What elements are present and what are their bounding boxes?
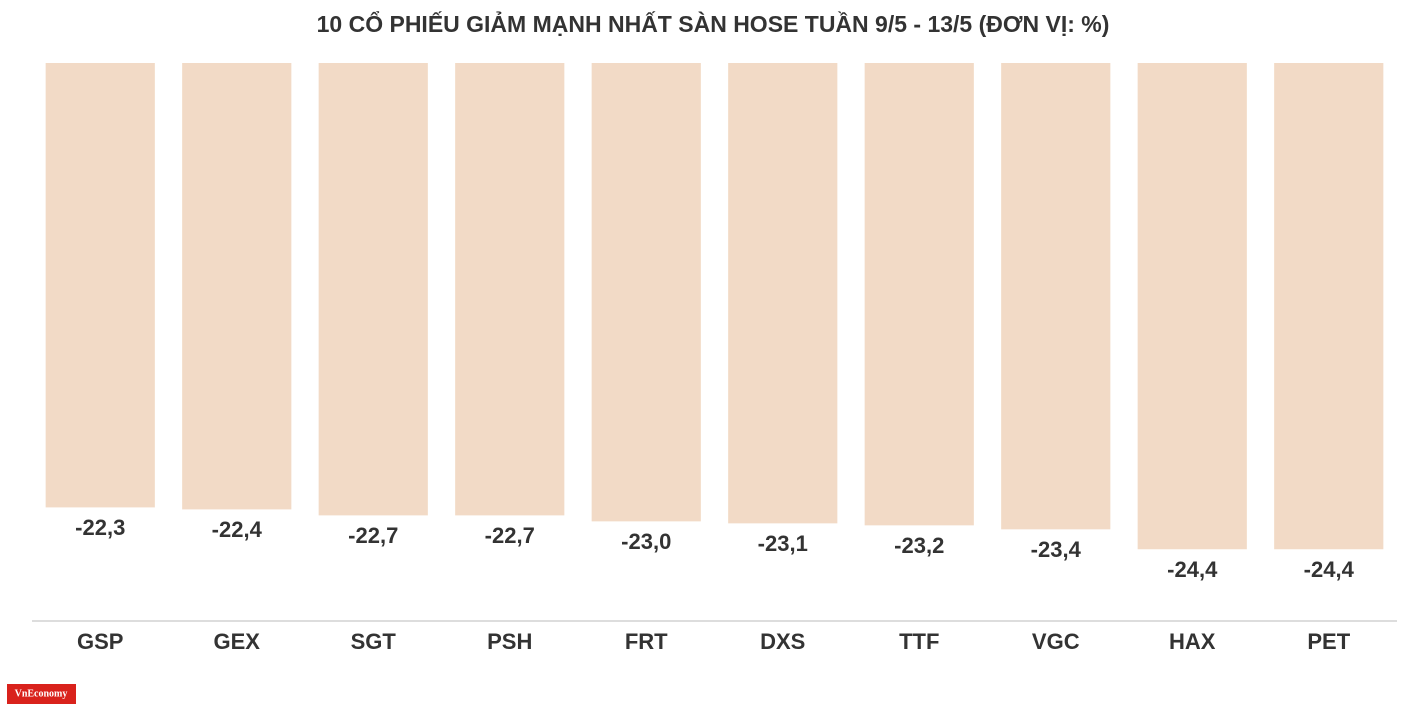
x-tick-label: FRT <box>625 629 668 654</box>
value-label: -22,7 <box>348 523 398 548</box>
bar <box>318 63 428 516</box>
value-label: -23,2 <box>894 533 944 558</box>
value-label: -22,3 <box>75 515 125 540</box>
value-label: -22,4 <box>212 517 263 542</box>
bar <box>591 63 701 522</box>
bar <box>1274 63 1384 550</box>
x-tick-label: PET <box>1307 629 1350 654</box>
x-tick-label: TTF <box>899 629 939 654</box>
bar <box>45 63 155 508</box>
bar <box>728 63 838 524</box>
value-label: -22,7 <box>485 523 535 548</box>
value-label: -23,0 <box>621 529 671 554</box>
bar <box>182 63 292 510</box>
x-tick-label: VGC <box>1032 629 1080 654</box>
bar <box>1001 63 1111 530</box>
value-label: -23,4 <box>1031 537 1082 562</box>
x-tick-label: GSP <box>77 629 123 654</box>
value-label: -24,4 <box>1304 557 1355 582</box>
chart-title: 10 CỔ PHIẾU GIẢM MẠNH NHẤT SÀN HOSE TUẦN… <box>317 9 1110 37</box>
value-label: -23,1 <box>758 531 808 556</box>
x-tick-label: DXS <box>760 629 805 654</box>
bar <box>455 63 565 516</box>
x-tick-label: PSH <box>487 629 532 654</box>
bar <box>864 63 974 526</box>
bar <box>1137 63 1247 550</box>
x-tick-label: HAX <box>1169 629 1216 654</box>
logo: VnEconomy <box>15 688 68 699</box>
x-tick-label: SGT <box>351 629 397 654</box>
value-label: -24,4 <box>1167 557 1218 582</box>
logo-box <box>7 684 76 704</box>
x-tick-label: GEX <box>214 629 261 654</box>
